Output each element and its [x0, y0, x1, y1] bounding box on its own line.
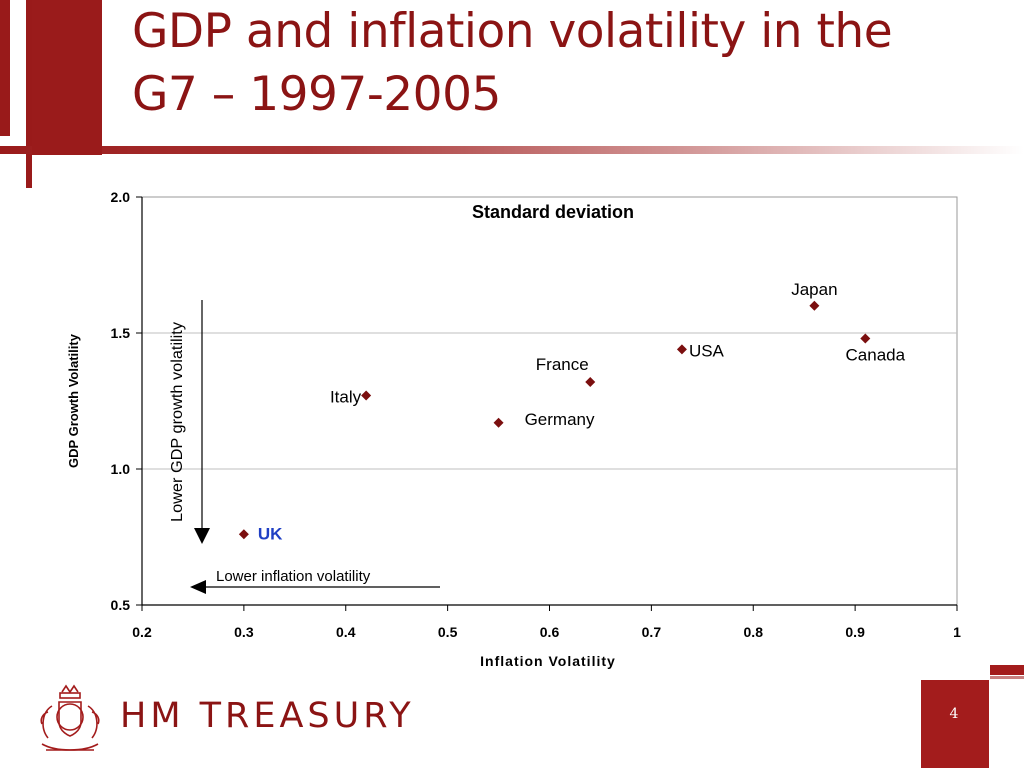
- data-label-canada: Canada: [846, 345, 906, 364]
- decorative-header-line: [0, 146, 1024, 154]
- page-number: 4: [949, 706, 959, 722]
- decorative-header-block: [32, 0, 102, 155]
- horizontal-arrow-head: [190, 580, 206, 594]
- data-point-italy: [361, 390, 372, 401]
- data-label-italy: Italy: [330, 388, 362, 407]
- data-label-germany: Germany: [525, 410, 595, 429]
- data-point-canada: [860, 333, 871, 344]
- x-tick-label: 0.8: [744, 624, 764, 640]
- decorative-left-bar: [0, 0, 10, 136]
- slide-title-line2: G7 – 1997-2005: [132, 67, 501, 122]
- y-axis-label: GDP Growth Volatility: [66, 333, 81, 468]
- y-tick-label: 1.0: [111, 461, 131, 477]
- brand-name: HM TREASURY: [120, 696, 415, 736]
- data-label-france: France: [536, 355, 589, 374]
- x-tick-label: 0.6: [540, 624, 560, 640]
- vertical-arrow-head: [194, 528, 210, 544]
- data-point-france: [585, 376, 596, 387]
- vertical-arrow-label: Lower GDP growth volatility: [169, 322, 186, 522]
- data-label-japan: Japan: [791, 280, 837, 299]
- tick-label-layer: 0.5 1.0 1.5 2.0 0.2 0.3 0.4 0.5 0.6 0.7 0.8 0.9 1: [111, 189, 962, 640]
- slide-title-line1: GDP and inflation volatility in the: [132, 4, 893, 59]
- points-layer: UK Italy Germany France USA Japan Canada: [238, 280, 906, 543]
- decorative-corner-bar-thin: [990, 676, 1024, 679]
- axis-layer: [136, 196, 958, 611]
- y-tick-label: 1.5: [111, 325, 131, 341]
- data-point-germany: [493, 417, 504, 428]
- x-tick-label: 0.4: [336, 624, 356, 640]
- grid-layer: [142, 332, 957, 470]
- x-tick-label: 0.3: [234, 624, 254, 640]
- data-point-japan: [809, 300, 820, 311]
- x-tick-label: 0.9: [845, 624, 865, 640]
- decorative-vertical-bar: [26, 0, 32, 188]
- y-tick-label: 0.5: [111, 597, 131, 613]
- x-axis-label: Inflation Volatility: [480, 653, 616, 669]
- data-point-usa: [676, 344, 687, 355]
- data-label-uk: UK: [258, 524, 283, 543]
- data-label-usa: USA: [689, 341, 725, 360]
- royal-coat-of-arms-icon: [40, 684, 100, 751]
- chart-title: Standard deviation: [472, 202, 634, 222]
- x-tick-label: 1: [953, 624, 961, 640]
- x-tick-label: 0.2: [132, 624, 152, 640]
- data-point-uk: [238, 529, 249, 540]
- y-tick-label: 2.0: [111, 189, 131, 205]
- page-number-box: 4: [921, 680, 989, 768]
- x-tick-label: 0.5: [438, 624, 458, 640]
- x-tick-label: 0.7: [642, 624, 662, 640]
- decorative-corner-bar: [990, 665, 1024, 675]
- slide-title: GDP and inflation volatility in the G7 –…: [132, 0, 992, 126]
- horizontal-arrow-label: Lower inflation volatility: [216, 568, 371, 585]
- plot-area: [141, 196, 958, 606]
